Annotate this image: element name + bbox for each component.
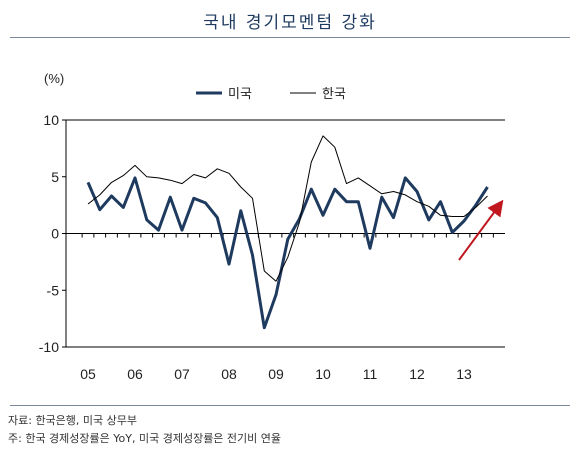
x-tick-label: 05 (80, 366, 96, 382)
footnote: 주: 한국 경제성장률은 YoY, 미국 경제성장률은 전기비 연율 (8, 432, 282, 445)
x-tick-label: 13 (456, 366, 472, 382)
chart: (%) 10 5 0 -5 -10 05 06 07 08 09 10 11 12 13 미국 한국 (39, 71, 505, 382)
x-tick-label: 09 (268, 366, 284, 382)
y-tick-label: -5 (47, 282, 60, 298)
x-tick-label: 11 (363, 366, 378, 382)
legend: 미국 한국 (196, 86, 346, 101)
source-note: 자료: 한국은행, 미국 상무부 (8, 414, 138, 427)
series-line-us (86, 176, 489, 330)
x-tick-label: 06 (127, 366, 143, 382)
top-divider (10, 37, 570, 38)
x-tick-label: 12 (409, 366, 425, 382)
legend-label-us: 미국 (228, 86, 252, 101)
legend-label-korea: 한국 (322, 86, 346, 101)
y-tick-label: 5 (51, 169, 59, 185)
trend-arrow (458, 199, 504, 261)
chart-title: 국내 경기모멘텀 강화 (203, 13, 377, 33)
x-tick-label: 07 (174, 366, 190, 382)
y-tick-label: -10 (39, 339, 59, 355)
y-tick-label: 0 (51, 226, 59, 242)
trend-arrow-icon (458, 199, 504, 261)
axes: (%) 10 5 0 -5 -10 05 06 07 08 09 10 11 12 13 (39, 71, 505, 382)
y-axis-label: (%) (44, 71, 64, 86)
bottom-divider (10, 405, 570, 406)
x-tick-label: 10 (315, 366, 331, 382)
series-lines (86, 135, 489, 330)
x-tick-label: 08 (221, 366, 237, 382)
series-line-korea (87, 135, 488, 282)
y-tick-label: 10 (43, 112, 59, 128)
